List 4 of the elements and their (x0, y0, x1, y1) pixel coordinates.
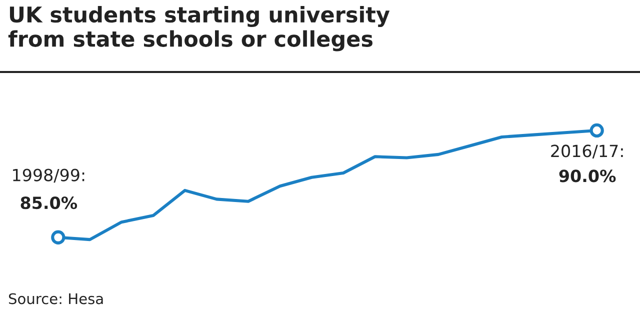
annotation: 1998/99: 85.0% (13, 168, 84, 210)
source-note: Source: Hesa (8, 293, 103, 304)
chart-title: UK students starting university from state schools or colleges (8, 6, 390, 52)
annotation: 2016/17: 90.0% (551, 144, 623, 182)
